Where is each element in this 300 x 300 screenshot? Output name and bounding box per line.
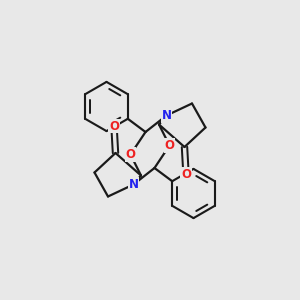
Text: O: O [181, 167, 191, 181]
Text: N: N [128, 178, 139, 191]
Text: O: O [125, 148, 136, 161]
Text: O: O [109, 119, 119, 133]
Text: O: O [164, 139, 175, 152]
Text: N: N [161, 109, 172, 122]
